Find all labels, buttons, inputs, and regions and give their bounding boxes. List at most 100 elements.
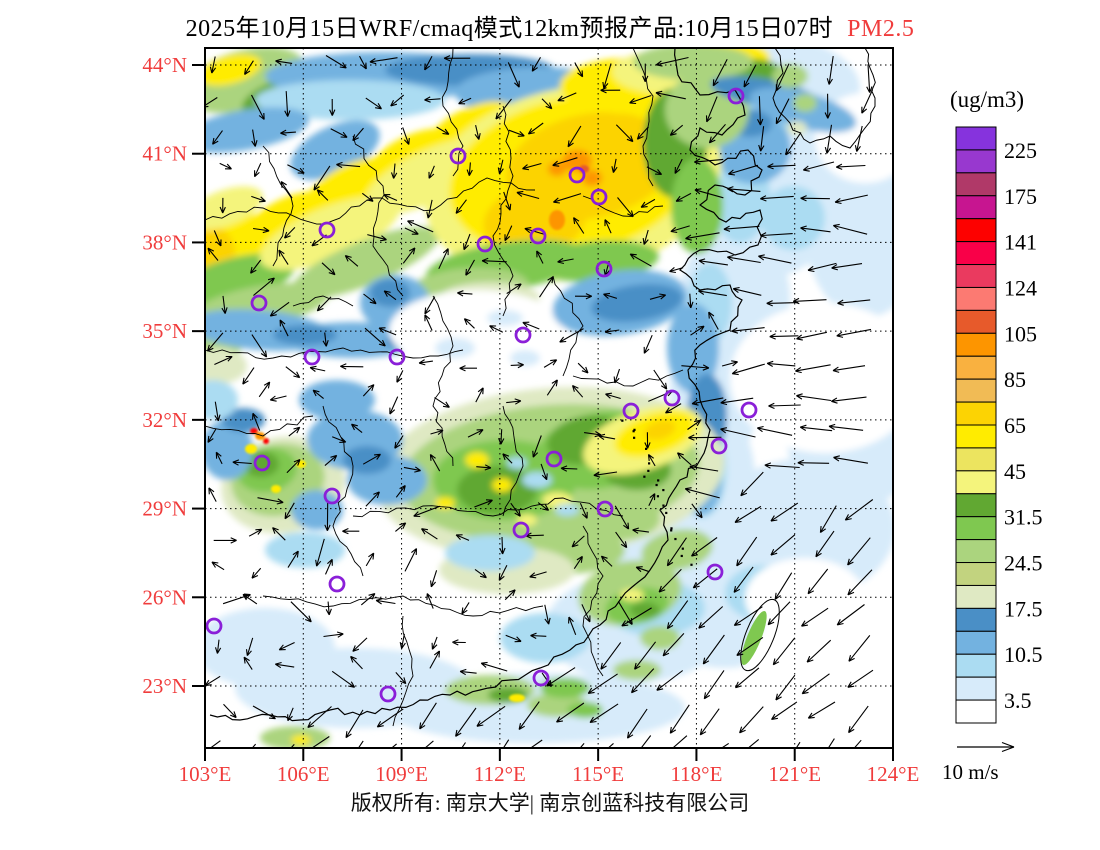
wind-arrow — [309, 365, 326, 372]
wind-arrow — [775, 63, 790, 92]
colorbar-box — [955, 630, 997, 655]
wind-arrow — [221, 295, 228, 314]
wind-arrow — [694, 158, 724, 165]
province-boundary — [262, 145, 294, 267]
wind-arrow — [611, 158, 618, 173]
wind-arrow — [795, 741, 801, 748]
wind-arrow — [407, 220, 434, 233]
wind-arrow — [785, 132, 802, 156]
station-circle — [590, 188, 608, 206]
wind-arrow — [731, 327, 765, 334]
island-dot — [633, 428, 636, 431]
wind-arrow — [394, 435, 404, 449]
colorbar-tick-label: 31.5 — [1004, 505, 1043, 530]
wind-arrow — [836, 604, 865, 626]
island-dot — [643, 475, 646, 478]
island-dot — [657, 479, 660, 482]
wind-arrow — [426, 593, 434, 609]
lat-label: 41°N — [142, 142, 187, 166]
wind-arrow — [503, 191, 512, 211]
wind-arrow — [681, 364, 710, 371]
field-blob — [250, 428, 258, 434]
station-circle — [205, 617, 223, 635]
colorbar-box — [955, 309, 997, 334]
wind-arrow — [675, 192, 692, 202]
station-circle — [328, 575, 346, 593]
wind-arrow — [662, 633, 685, 657]
wind-arrow — [395, 485, 406, 498]
station-circle — [706, 563, 724, 581]
colorbar-box — [955, 126, 997, 151]
taiwan-green-edge — [741, 610, 767, 666]
wind-arrow — [424, 296, 436, 315]
colorbar-box — [955, 562, 997, 586]
wind-arrow — [767, 601, 791, 626]
wind-arrow — [457, 290, 473, 297]
colorbar-box — [955, 539, 997, 564]
field-blob — [273, 325, 337, 345]
wind-arrow — [375, 598, 396, 605]
colorbar-box — [955, 447, 997, 472]
island-dot — [647, 469, 650, 472]
wind-arrow — [498, 429, 505, 445]
wind-arrow — [847, 569, 873, 596]
station-circle — [379, 685, 397, 703]
wind-arrow — [669, 124, 684, 136]
wind-arrow — [287, 164, 305, 174]
field-blob — [580, 496, 660, 540]
wind-arrow — [283, 227, 296, 239]
wind-arrow — [600, 642, 622, 670]
wind-arrow — [360, 592, 376, 606]
wind-arrow — [767, 163, 796, 170]
wind-arrow — [508, 129, 525, 137]
wind-arrow — [207, 247, 219, 261]
wind-arrow — [531, 57, 541, 72]
island-dot — [690, 563, 693, 566]
wind-arrow — [529, 739, 543, 748]
wind-arrow — [516, 190, 540, 200]
wind-arrow — [536, 250, 544, 264]
wind-arrow — [802, 161, 835, 172]
province-boundary — [205, 177, 536, 225]
province-boundary — [492, 105, 514, 317]
wind-arrow — [655, 56, 689, 67]
wind-arrow — [215, 451, 223, 465]
wind-arrow — [504, 225, 513, 242]
wind-arrow — [207, 428, 217, 443]
island-dot — [633, 436, 636, 439]
province-boundary — [262, 595, 544, 617]
wind-arrow — [251, 334, 268, 358]
axis-labels: 44°N 41°N 38°N 35°N 32°N 29°N 26°N 23°N 103°E 106… — [142, 53, 919, 786]
field-blob — [299, 380, 375, 420]
station-circle — [449, 147, 467, 165]
wind-arrow — [703, 670, 725, 700]
wind-arrow — [325, 601, 332, 616]
wind-arrow — [502, 453, 513, 464]
wind-arrow — [807, 568, 829, 595]
wind-arrow — [242, 593, 258, 605]
station-circle — [529, 227, 547, 245]
colorbar-box — [955, 218, 997, 243]
lat-label: 29°N — [142, 497, 187, 521]
wind-arrow — [603, 292, 618, 299]
field-blob — [644, 420, 676, 440]
wind-arrow — [795, 364, 831, 374]
wind-arrow — [208, 487, 217, 502]
wind-arrow — [629, 94, 652, 105]
wind-arrow — [726, 254, 761, 264]
wind-arrow — [510, 361, 524, 369]
wind-arrow — [815, 530, 835, 558]
wind-arrow — [389, 396, 399, 415]
colorbar-tick-label: 17.5 — [1004, 596, 1043, 621]
field-blob — [271, 485, 281, 493]
station-circle — [512, 521, 530, 539]
province-boundary — [441, 48, 464, 177]
wind-arrow — [474, 568, 487, 579]
station-markers — [205, 87, 758, 703]
wind-arrow — [428, 165, 435, 179]
wind-arrow — [505, 634, 522, 643]
wind-arrow — [835, 163, 866, 170]
wind-arrow — [617, 197, 634, 218]
wind-arrow — [691, 503, 703, 519]
colorbar-box — [955, 676, 997, 701]
